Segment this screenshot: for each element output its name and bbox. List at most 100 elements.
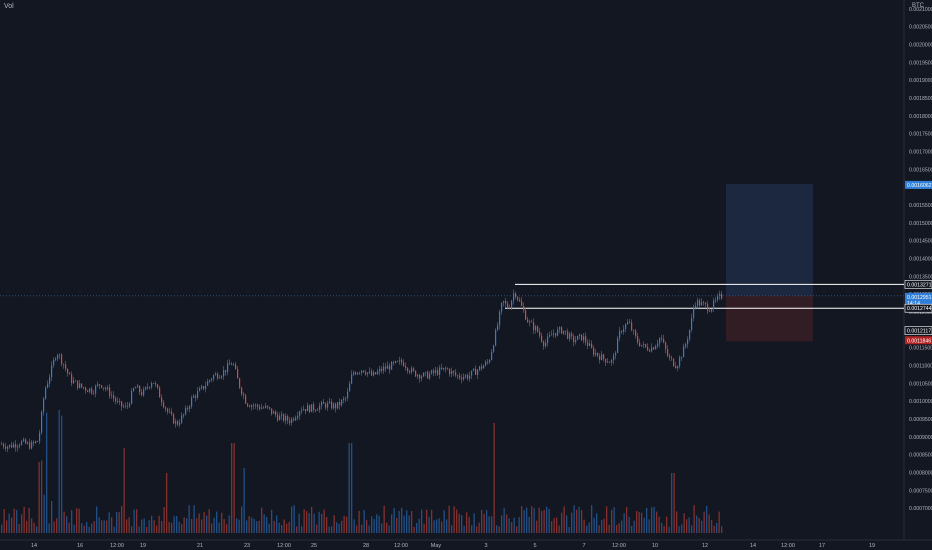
candle-body [273, 411, 275, 414]
candle-body [171, 411, 173, 415]
candle-body [649, 350, 651, 352]
volume-bar [16, 510, 18, 533]
volume-bar [328, 526, 330, 533]
candle-body [683, 346, 685, 358]
volume-bar [356, 525, 358, 533]
candle-body [489, 359, 491, 363]
volume-bar [81, 523, 83, 533]
volume-bar [301, 526, 303, 533]
volume-bar [56, 518, 58, 533]
candle-body [647, 346, 649, 351]
candle-body [1, 443, 3, 445]
candle-body [517, 296, 519, 300]
volume-bar [193, 505, 195, 533]
candle-body [27, 442, 29, 444]
candle-body [5, 446, 7, 449]
volume-bar [606, 506, 608, 533]
volume-bar [398, 511, 400, 533]
y-tick-label: 0.0008000 [909, 470, 932, 476]
volume-bar [348, 443, 350, 533]
candle-body [79, 383, 81, 388]
candle-body [409, 371, 411, 373]
volume-bar [291, 506, 293, 533]
candle-body [97, 384, 99, 386]
candle-body [571, 333, 573, 337]
volume-bar [188, 505, 190, 533]
volume-bar [713, 525, 715, 533]
candle-body [657, 343, 659, 347]
volume-bar [621, 520, 623, 533]
volume-bar [386, 522, 388, 533]
candle-body [375, 372, 377, 375]
candle-body [393, 361, 395, 363]
volume-bar [416, 523, 418, 533]
candle-body [147, 387, 149, 388]
candle-body [187, 407, 189, 409]
y-tick-label: 0.0020000 [909, 42, 932, 48]
volume-bar [381, 523, 383, 533]
candle-body [63, 363, 65, 365]
y-tick-label: 0.0012500 [909, 310, 932, 316]
target-zone [726, 183, 813, 296]
candle-body [717, 295, 719, 300]
candle-body [519, 299, 521, 302]
candle-body [697, 300, 699, 306]
volume-bar [678, 526, 680, 533]
volume-bar [431, 509, 433, 533]
volume-bar [248, 516, 250, 533]
volume-bar [336, 522, 338, 533]
candle-body [291, 418, 293, 423]
volume-bar [83, 525, 85, 533]
candle-body [433, 370, 435, 373]
candle-body [347, 391, 349, 398]
candle-body [113, 395, 115, 399]
volume-bar [656, 511, 658, 533]
volume-bar [428, 516, 430, 533]
candle-body [467, 375, 469, 379]
candle-body [257, 404, 259, 407]
candle-body [637, 336, 639, 343]
candle-body [133, 388, 135, 392]
volume-bar [476, 526, 478, 533]
candle-body [461, 377, 463, 380]
candle-body [485, 361, 487, 366]
candle-body [439, 367, 441, 375]
volume-bar [418, 518, 420, 533]
candle-body [311, 404, 313, 413]
volume-bar [473, 513, 475, 533]
candle-body [117, 401, 119, 402]
candle-body [631, 322, 633, 331]
candle-body [229, 363, 231, 365]
volume-bar [158, 515, 160, 533]
volume-bar [258, 520, 260, 533]
volume-bar [26, 520, 28, 533]
candle-body [611, 360, 613, 363]
volume-bar [546, 506, 548, 533]
candle-body [235, 364, 237, 370]
x-tick-label: 12:00 [781, 543, 795, 549]
volume-bar [676, 511, 678, 533]
candle-body [555, 333, 557, 336]
candle-body [387, 365, 389, 369]
volume-bar [433, 520, 435, 533]
volume-bar [288, 521, 290, 533]
candle-body [693, 307, 695, 318]
candle-body [41, 411, 43, 433]
x-tick-label: 5 [533, 543, 536, 549]
candle-body [565, 330, 567, 332]
candle-body [381, 368, 383, 371]
candle-body [531, 321, 533, 323]
y-tick-label: 0.0007500 [909, 488, 932, 494]
volume-bar [21, 514, 23, 533]
volume-bar [161, 521, 163, 533]
x-tick-label: 16 [77, 543, 83, 549]
candle-body [159, 387, 161, 398]
volume-bar [663, 526, 665, 533]
volume-bar [486, 510, 488, 533]
candle-body [639, 342, 641, 347]
y-tick-label: 0.0009500 [909, 417, 932, 423]
candle-body [287, 416, 289, 421]
candle-body [249, 406, 251, 407]
y-tick-label: 0.0014500 [909, 239, 932, 245]
